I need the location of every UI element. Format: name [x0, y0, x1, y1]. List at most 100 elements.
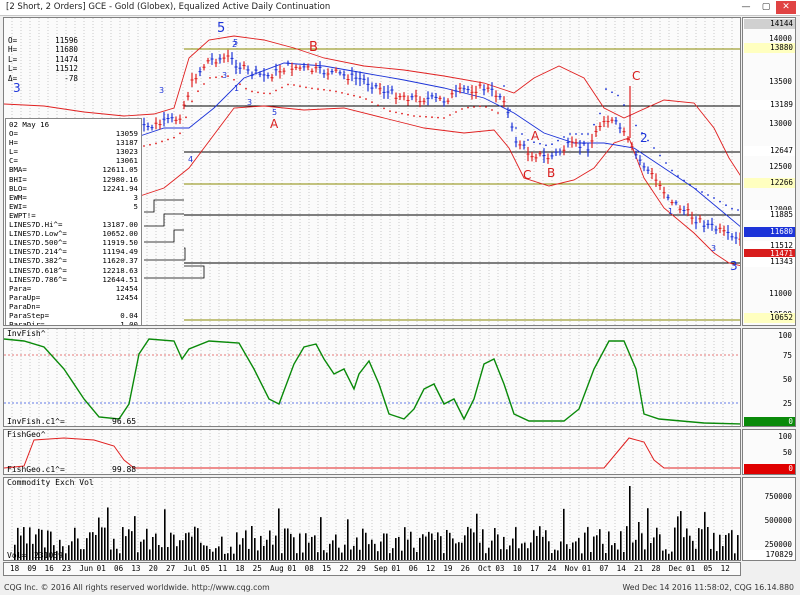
info-row: LINES7D.618^= 12218.63	[9, 265, 138, 275]
date-label: 12	[426, 564, 436, 573]
scale-value-tag: 0	[744, 417, 795, 426]
fishgeo-pane[interactable]: FishGeo^ FishGeo.c1^= 99.88	[3, 429, 741, 475]
volume-bar	[350, 549, 352, 560]
volume-bar	[722, 546, 724, 560]
volume-bar	[662, 550, 664, 560]
parabolic-dot	[377, 104, 379, 107]
volume-bar	[320, 517, 322, 560]
volume-bar	[35, 534, 37, 560]
info-row: LINES7D.500^= 11919.50	[9, 238, 138, 248]
scale-value-tag: 170829	[744, 550, 795, 560]
maximize-button[interactable]: ▢	[761, 2, 771, 12]
scale-tick: 11000	[769, 289, 792, 298]
wave-label: 5	[272, 108, 277, 117]
volume-bar	[458, 542, 460, 560]
date-label: 24	[547, 564, 557, 573]
volume-bar	[122, 527, 124, 560]
volume-bar	[695, 548, 697, 560]
volume-bar	[605, 553, 607, 560]
date-label: 14	[616, 564, 626, 573]
parabolic-dot	[473, 106, 475, 108]
date-label: 18	[235, 564, 245, 573]
volume-bar	[515, 527, 517, 560]
parabolic-dot	[293, 84, 295, 86]
parabolic-dot	[389, 110, 391, 113]
info-row: LINES7D.Low^= 10652.00	[9, 229, 138, 239]
volume-bar	[341, 552, 343, 560]
minimize-button[interactable]: —	[741, 2, 751, 12]
parabolic-dot	[707, 194, 709, 196]
wave-label: 4	[188, 155, 193, 164]
volume-bar	[428, 531, 430, 560]
volume-bar	[119, 553, 121, 560]
date-label: 20	[148, 564, 158, 573]
volume-bar	[689, 535, 691, 560]
wave-label: 1	[668, 207, 673, 216]
volume-bar	[365, 532, 367, 560]
date-label: 01	[686, 564, 696, 573]
volume-bar	[287, 528, 289, 560]
date-axis[interactable]: 18 09 16 23 Jun 01 06 13 20 27 Jul 05 11 18 25 Aug 01 08 1…	[3, 562, 741, 576]
volume-bar	[482, 529, 484, 560]
volume-bar	[143, 539, 145, 560]
parabolic-dot	[539, 142, 541, 145]
parabolic-dot	[215, 76, 217, 79]
invfish-value: 96.65	[112, 417, 137, 426]
volume-bar	[698, 528, 700, 560]
date-label: 26	[460, 564, 470, 573]
volume-pane[interactable]: Commodity Exch Vol Vol= 231059	[3, 477, 741, 561]
volume-bar	[248, 548, 250, 560]
volume-bar	[254, 538, 256, 560]
volume-bar	[410, 531, 412, 560]
volume-bar	[200, 542, 202, 560]
date-label: 29	[356, 564, 366, 573]
window-title: [2 Short, 2 Orders] GCE - Gold (Globex),…	[6, 2, 331, 12]
date-label: 07	[599, 564, 609, 573]
parabolic-dot	[365, 98, 367, 100]
parabolic-dot	[167, 138, 169, 141]
scale-value-tag: 11343	[744, 257, 795, 267]
date-label: 19	[443, 564, 453, 573]
volume-bar	[44, 547, 46, 560]
volume-bar	[692, 540, 694, 560]
volume-bar	[422, 534, 424, 560]
volume-bar	[209, 549, 211, 560]
wave-label: 3	[711, 244, 716, 253]
volume-bar	[371, 539, 373, 560]
price-scale[interactable]: 1400013500130001250012000115001100010500…	[742, 17, 796, 326]
volume-bar	[683, 537, 685, 560]
parabolic-dot	[161, 140, 163, 143]
info-row: BMA= 12611.05	[9, 165, 138, 175]
scale-tick: 100	[778, 432, 792, 441]
close-button[interactable]: ✕	[776, 1, 796, 14]
volume-bar	[305, 533, 307, 560]
fib-step-line	[144, 199, 184, 213]
volume-bar	[263, 545, 265, 560]
parabolic-dot	[575, 133, 577, 135]
parabolic-dot	[479, 105, 481, 108]
volume-bar	[182, 540, 184, 560]
scale-tick: 13000	[769, 119, 792, 128]
volume-bar	[590, 552, 592, 560]
volume-bar	[347, 519, 349, 560]
volume-bar	[734, 553, 736, 560]
wave-label: 5	[217, 21, 225, 36]
volume-bar	[578, 537, 580, 560]
parabolic-dot	[671, 169, 673, 172]
date-label: 13	[131, 564, 141, 573]
parabolic-dot	[587, 133, 589, 135]
volume-bar	[221, 536, 223, 560]
wave-label: B	[309, 40, 318, 55]
volume-bar	[107, 507, 109, 560]
volume-bar	[728, 533, 730, 560]
volume-bar	[386, 533, 388, 560]
date-label: Jun	[79, 564, 94, 573]
volume-bar	[242, 538, 244, 560]
volume-bar	[608, 531, 610, 560]
volume-bar	[572, 542, 574, 560]
invfish-pane[interactable]: InvFish^ InvFish.c1^= 96.65	[3, 328, 741, 427]
volume-bar	[104, 527, 106, 560]
fishgeo-chart	[4, 430, 740, 474]
